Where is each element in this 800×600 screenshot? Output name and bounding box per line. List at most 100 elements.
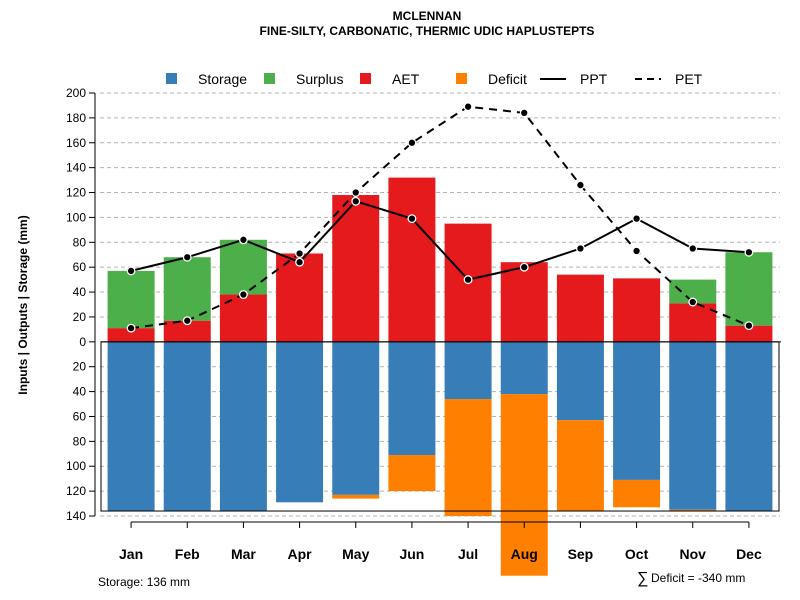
legend-label: PET: [675, 71, 703, 87]
y-tick-label: 0: [79, 335, 86, 349]
legend-swatch: [264, 73, 275, 84]
y-tick-label: 100: [66, 459, 86, 473]
y-axis-label: Inputs | Outputs | Storage (mm): [16, 215, 30, 394]
x-tick-label: Oct: [625, 546, 649, 562]
y-tick-label: 80: [73, 235, 87, 249]
aet-bar: [163, 320, 211, 342]
pet-point: [126, 323, 136, 333]
series-points: [126, 102, 754, 333]
legend-swatch: [456, 73, 467, 84]
deficit-note: Deficit = -340 mm: [651, 571, 745, 585]
y-tick-label: 140: [66, 509, 86, 523]
ppt-point: [182, 252, 192, 262]
y-tick-label: 80: [73, 434, 87, 448]
legend-label: Storage: [198, 71, 247, 87]
y-tick-label: 160: [66, 136, 86, 150]
deficit-bar: [556, 420, 604, 512]
ppt-point: [295, 257, 305, 267]
y-tick-label: 40: [73, 285, 87, 299]
storage-bar: [444, 341, 492, 400]
pet-point: [632, 246, 642, 256]
surplus-bar: [669, 279, 717, 304]
aet-bar: [556, 274, 604, 342]
x-tick-label: Jul: [458, 546, 478, 562]
y-tick-label: 20: [73, 360, 87, 374]
ppt-point: [463, 275, 473, 285]
ppt-point: [744, 247, 754, 257]
pet-point: [688, 297, 698, 307]
aet-bar: [332, 195, 380, 342]
series-lines: [130, 105, 750, 330]
legend-label: Deficit: [488, 71, 527, 87]
storage-bar: [556, 341, 604, 421]
deficit-bar: [332, 494, 380, 499]
deficit-sum-icon: ∑: [637, 570, 648, 587]
ppt-point: [407, 214, 417, 224]
storage-bar: [669, 341, 717, 510]
x-tick-label: Dec: [736, 546, 762, 562]
y-tick-label: 200: [66, 86, 86, 100]
gridlines: [100, 92, 780, 517]
storage-bar: [725, 341, 773, 512]
surplus-bar: [107, 270, 155, 329]
x-tick-label: Jun: [399, 546, 424, 562]
x-tick-label: Apr: [288, 546, 313, 562]
ppt-line: [130, 200, 749, 281]
pet-point: [575, 180, 585, 190]
deficit-bar: [500, 394, 548, 576]
y-tick-label: 180: [66, 111, 86, 125]
pet-point: [238, 290, 248, 299]
ppt-point: [519, 262, 529, 272]
surplus-bar: [725, 252, 773, 326]
deficit-bar: [669, 509, 717, 512]
legend-swatch: [166, 73, 177, 84]
x-tick-label: Aug: [511, 546, 538, 562]
pet-point: [744, 321, 754, 331]
ppt-point: [575, 244, 585, 253]
ppt-point: [351, 196, 361, 206]
pet-line: [130, 105, 750, 330]
storage-bar: [276, 341, 324, 503]
legend-label: PPT: [580, 71, 608, 87]
ppt-point: [632, 214, 642, 224]
y-tick-label: 120: [66, 484, 86, 498]
y-tick-label: 60: [73, 260, 87, 274]
y-tick-label: 100: [66, 210, 86, 224]
x-tick-label: Jan: [119, 546, 143, 562]
storage-bar: [500, 341, 548, 395]
pet-point: [519, 108, 529, 118]
storage-bar: [219, 341, 267, 512]
chart-title: MCLENNAN: [393, 9, 462, 23]
y-tick-label: 20: [73, 310, 87, 324]
storage-bar: [163, 341, 211, 512]
aet-bar: [107, 328, 155, 342]
chart-subtitle: FINE-SILTY, CARBONATIC, THERMIC UDIC HAP…: [260, 24, 595, 38]
surplus-bar: [219, 239, 267, 295]
legend: Storage Surplus AET Deficit PPT PET: [166, 71, 703, 87]
deficit-bar: [388, 455, 436, 492]
pet-point: [351, 188, 361, 197]
ppt-point: [126, 266, 136, 276]
surplus-bar: [163, 257, 211, 321]
y-tick-label: 140: [66, 161, 86, 175]
legend-swatch: [360, 73, 371, 84]
storage-bar: [388, 341, 436, 456]
y-axis: 2001801601401201008060402002040608010012…: [66, 86, 96, 523]
x-tick-label: Feb: [175, 546, 200, 562]
pet-point: [463, 102, 473, 112]
aet-bar: [725, 325, 773, 342]
x-axis: Jan Feb Mar Apr May Jun Jul Aug Sep Oct Nov Dec: [119, 521, 762, 562]
aet-bar: [613, 278, 661, 342]
aet-bar: [388, 177, 436, 342]
ppt-point: [238, 235, 248, 245]
aet-bar: [669, 303, 717, 342]
aet-bar: [276, 253, 324, 342]
pet-point: [407, 138, 417, 148]
legend-label: Surplus: [296, 71, 343, 87]
y-tick-label: 120: [66, 186, 86, 200]
x-tick-label: Mar: [231, 546, 256, 562]
storage-bar: [613, 341, 661, 480]
deficit-bar: [613, 479, 661, 508]
x-tick-label: Sep: [568, 546, 594, 562]
